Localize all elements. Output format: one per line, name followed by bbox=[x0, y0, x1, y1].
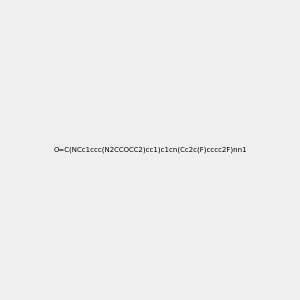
Text: O=C(NCc1ccc(N2CCOCC2)cc1)c1cn(Cc2c(F)cccc2F)nn1: O=C(NCc1ccc(N2CCOCC2)cc1)c1cn(Cc2c(F)ccc… bbox=[53, 147, 247, 153]
